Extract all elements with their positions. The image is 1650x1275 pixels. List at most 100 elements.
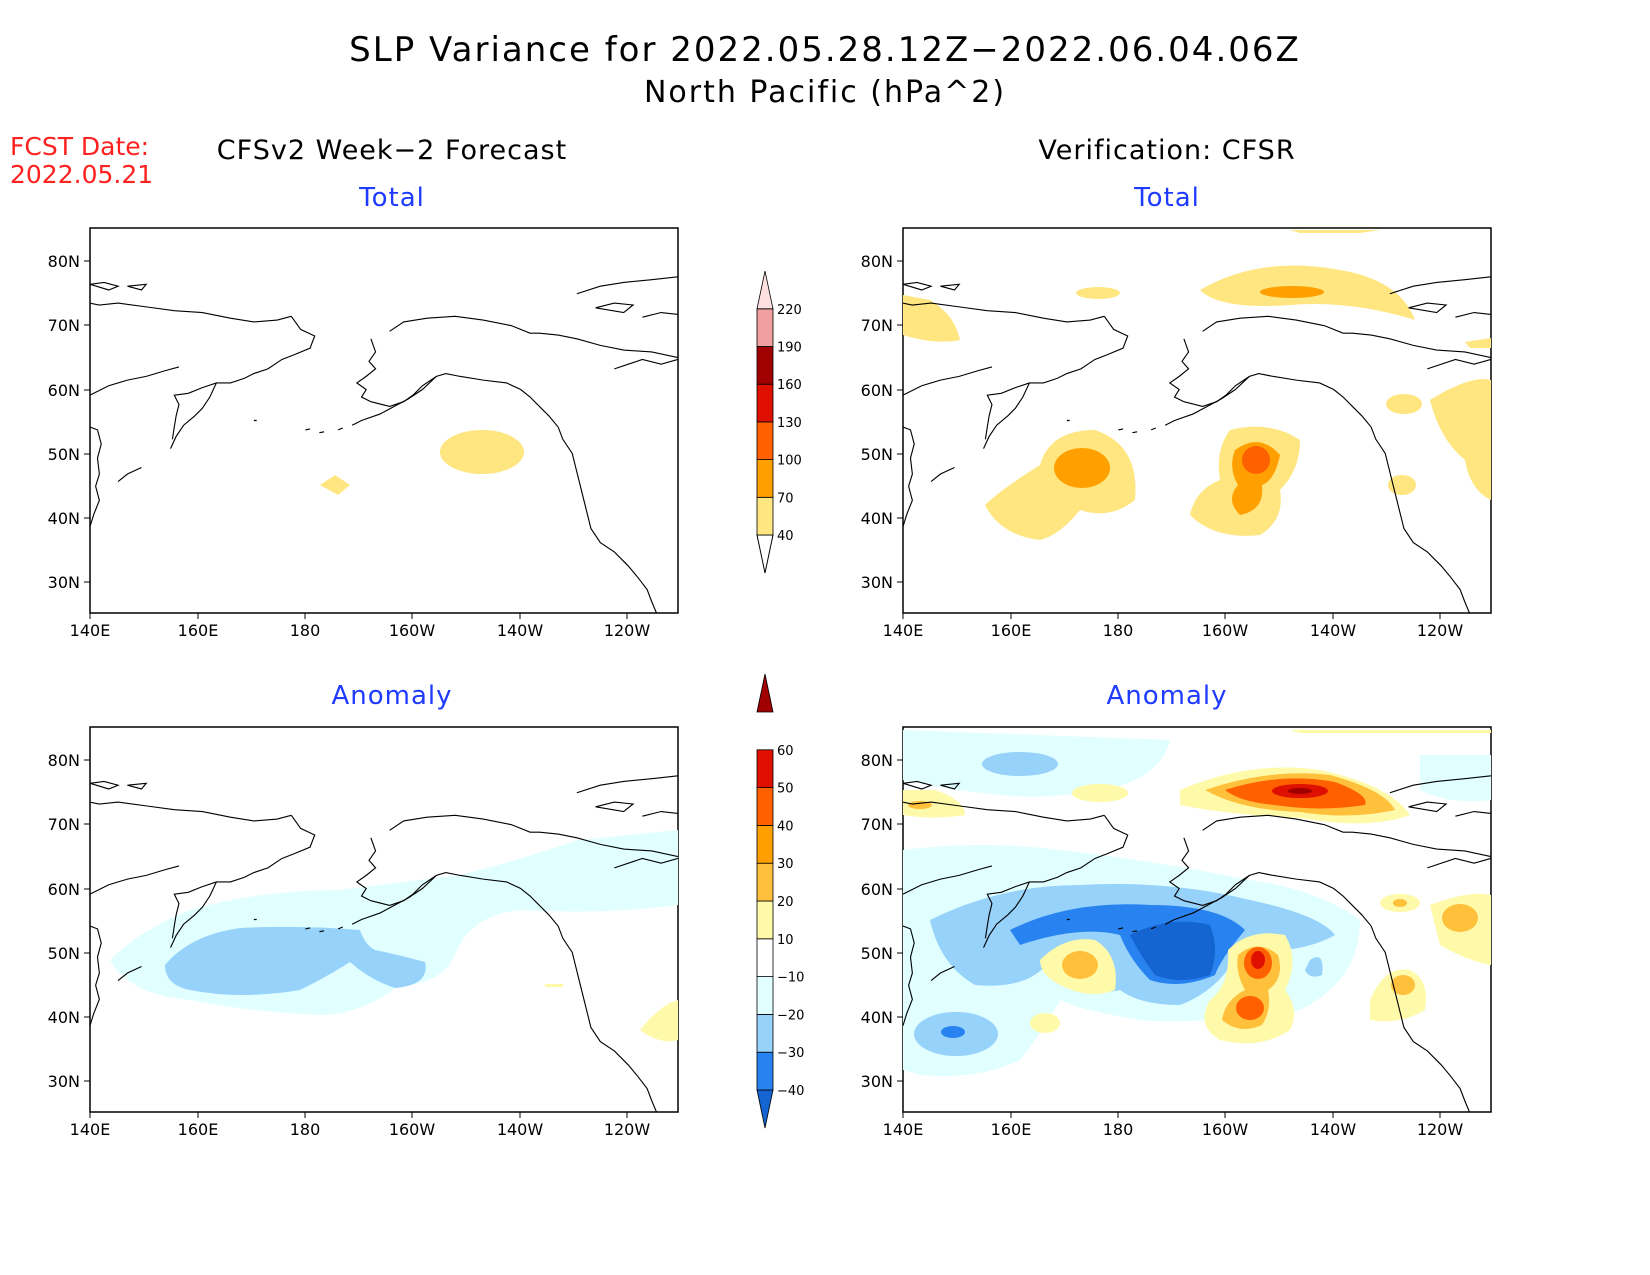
colorbar-swatch — [756, 496, 774, 536]
lat-tick-label: 30N — [861, 1072, 893, 1091]
colorbar-tick-label: 30 — [777, 857, 794, 872]
lon-tick-label: 160E — [991, 621, 1032, 640]
lat-tick-label: 40N — [48, 509, 80, 528]
lon-tick-label: 160W — [389, 1120, 436, 1139]
verification-anomaly-map — [902, 726, 1492, 1113]
colorbar-swatch — [756, 1089, 774, 1129]
lat-tick-label: 70N — [861, 815, 893, 834]
lon-tick-label: 140W — [1310, 1120, 1357, 1139]
forecast-column-title: CFSv2 Week−2 Forecast — [216, 135, 568, 166]
colorbar-swatch — [756, 673, 774, 713]
fcst-date-label: FCST Date: — [10, 132, 150, 161]
verification-column-title: Verification: CFSR — [1038, 135, 1296, 166]
lat-tick-label: 60N — [48, 880, 80, 899]
lon-tick-label: 140W — [497, 621, 544, 640]
fcst-date-value: 2022.05.21 — [10, 160, 154, 189]
colorbar-tick-label: 100 — [777, 454, 802, 469]
forecast-anomaly-map — [89, 726, 679, 1113]
lat-tick-label: 60N — [861, 880, 893, 899]
colorbar-tick-label: 20 — [777, 895, 794, 910]
lon-tick-label: 140E — [70, 1120, 111, 1139]
lon-tick-label: 120W — [604, 621, 651, 640]
lat-tick-label: 70N — [48, 815, 80, 834]
axis-labels: 80N 70N 60N 50N 40N 30N 140E 160E 180 160W 140W 120… — [48, 252, 1464, 1139]
colorbar-tick-label: 70 — [777, 491, 794, 506]
lat-tick-label: 70N — [861, 316, 893, 335]
colorbar-tick-label: 160 — [777, 378, 802, 393]
colorbar-tick-label: 40 — [777, 819, 794, 834]
lat-tick-label: 80N — [48, 751, 80, 770]
colorbar-tick-label: 220 — [777, 303, 802, 318]
lon-tick-label: 180 — [290, 621, 321, 640]
colorbar-swatch — [756, 383, 774, 423]
colorbar-swatch — [756, 459, 774, 498]
lon-tick-label: 140E — [70, 621, 111, 640]
lon-tick-label: 180 — [1103, 1120, 1134, 1139]
colorbar-swatch — [756, 1014, 774, 1053]
lon-tick-label: 120W — [1417, 621, 1464, 640]
lon-tick-label: 160E — [178, 1120, 219, 1139]
colorbar-swatch — [756, 346, 774, 385]
main-title: SLP Variance for 2022.05.28.12Z−2022.06.… — [349, 30, 1301, 70]
contour-40-70 — [440, 430, 524, 474]
colorbar-tick-label: −40 — [777, 1084, 804, 1099]
colorbar-swatch — [756, 271, 774, 310]
colorbar-swatch — [756, 787, 774, 826]
lat-tick-label: 60N — [48, 381, 80, 400]
colorbar-swatch — [756, 749, 774, 788]
lat-tick-label: 50N — [861, 944, 893, 963]
contour-40-70 — [320, 475, 350, 495]
lon-tick-label: 140E — [883, 621, 924, 640]
colorbar-swatch — [756, 900, 774, 940]
lat-tick-label: 30N — [48, 1072, 80, 1091]
lat-tick-label: 50N — [48, 944, 80, 963]
forecast-total-map — [89, 227, 679, 614]
colorbar-tick-label: −30 — [777, 1046, 804, 1061]
verification-total-title: Total — [1134, 183, 1200, 213]
lon-tick-label: 160E — [178, 621, 219, 640]
colorbar-tick-label: 190 — [777, 341, 802, 356]
forecast-anomaly-title: Anomaly — [331, 681, 453, 711]
colorbar-tick-label: 130 — [777, 416, 802, 431]
colorbar-swatch — [756, 1051, 774, 1091]
legend-total-colorbar: 40 70 100 130 160 190 220 — [756, 271, 802, 574]
lon-tick-label: 160E — [991, 1120, 1032, 1139]
lat-tick-label: 80N — [48, 252, 80, 271]
colorbar-tick-label: −20 — [777, 1008, 804, 1023]
legend-anomaly-colorbar: −40 −30 −20 −10 10 20 30 40 50 60 — [756, 673, 804, 1129]
colorbar-swatch — [756, 825, 774, 864]
lat-tick-label: 40N — [861, 1008, 893, 1027]
colorbar-tick-label: 40 — [777, 529, 794, 544]
colorbar-tick-label: −10 — [777, 971, 804, 986]
colorbar-swatch — [756, 862, 774, 902]
lat-tick-label: 30N — [861, 573, 893, 592]
lat-tick-label: 80N — [861, 751, 893, 770]
forecast-total-title: Total — [359, 183, 425, 213]
verification-anomaly-title: Anomaly — [1106, 681, 1228, 711]
colorbar-tick-label: 50 — [777, 782, 794, 797]
lon-tick-label: 160W — [1202, 621, 1249, 640]
lon-tick-label: 180 — [290, 1120, 321, 1139]
lon-tick-label: 180 — [1103, 621, 1134, 640]
lon-tick-label: 160W — [389, 621, 436, 640]
lat-tick-label: 40N — [48, 1008, 80, 1027]
lon-tick-label: 140E — [883, 1120, 924, 1139]
colorbar-tick-label: 60 — [777, 744, 794, 759]
lon-tick-label: 160W — [1202, 1120, 1249, 1139]
lat-tick-label: 60N — [861, 381, 893, 400]
lat-tick-label: 40N — [861, 509, 893, 528]
colorbar-swatch — [756, 421, 774, 460]
lon-tick-label: 120W — [1417, 1120, 1464, 1139]
colorbar-swatch — [756, 938, 774, 977]
lat-tick-label: 30N — [48, 573, 80, 592]
lat-tick-label: 50N — [861, 445, 893, 464]
colorbar-swatch — [756, 976, 774, 1015]
lon-tick-label: 140W — [497, 1120, 544, 1139]
lat-tick-label: 70N — [48, 316, 80, 335]
lon-tick-label: 120W — [604, 1120, 651, 1139]
colorbar-tick-label: 10 — [777, 933, 794, 948]
lon-tick-label: 140W — [1310, 621, 1357, 640]
colorbar-swatch — [756, 308, 774, 347]
main-subtitle: North Pacific (hPa^2) — [643, 75, 1007, 110]
verification-total-map — [902, 227, 1492, 614]
